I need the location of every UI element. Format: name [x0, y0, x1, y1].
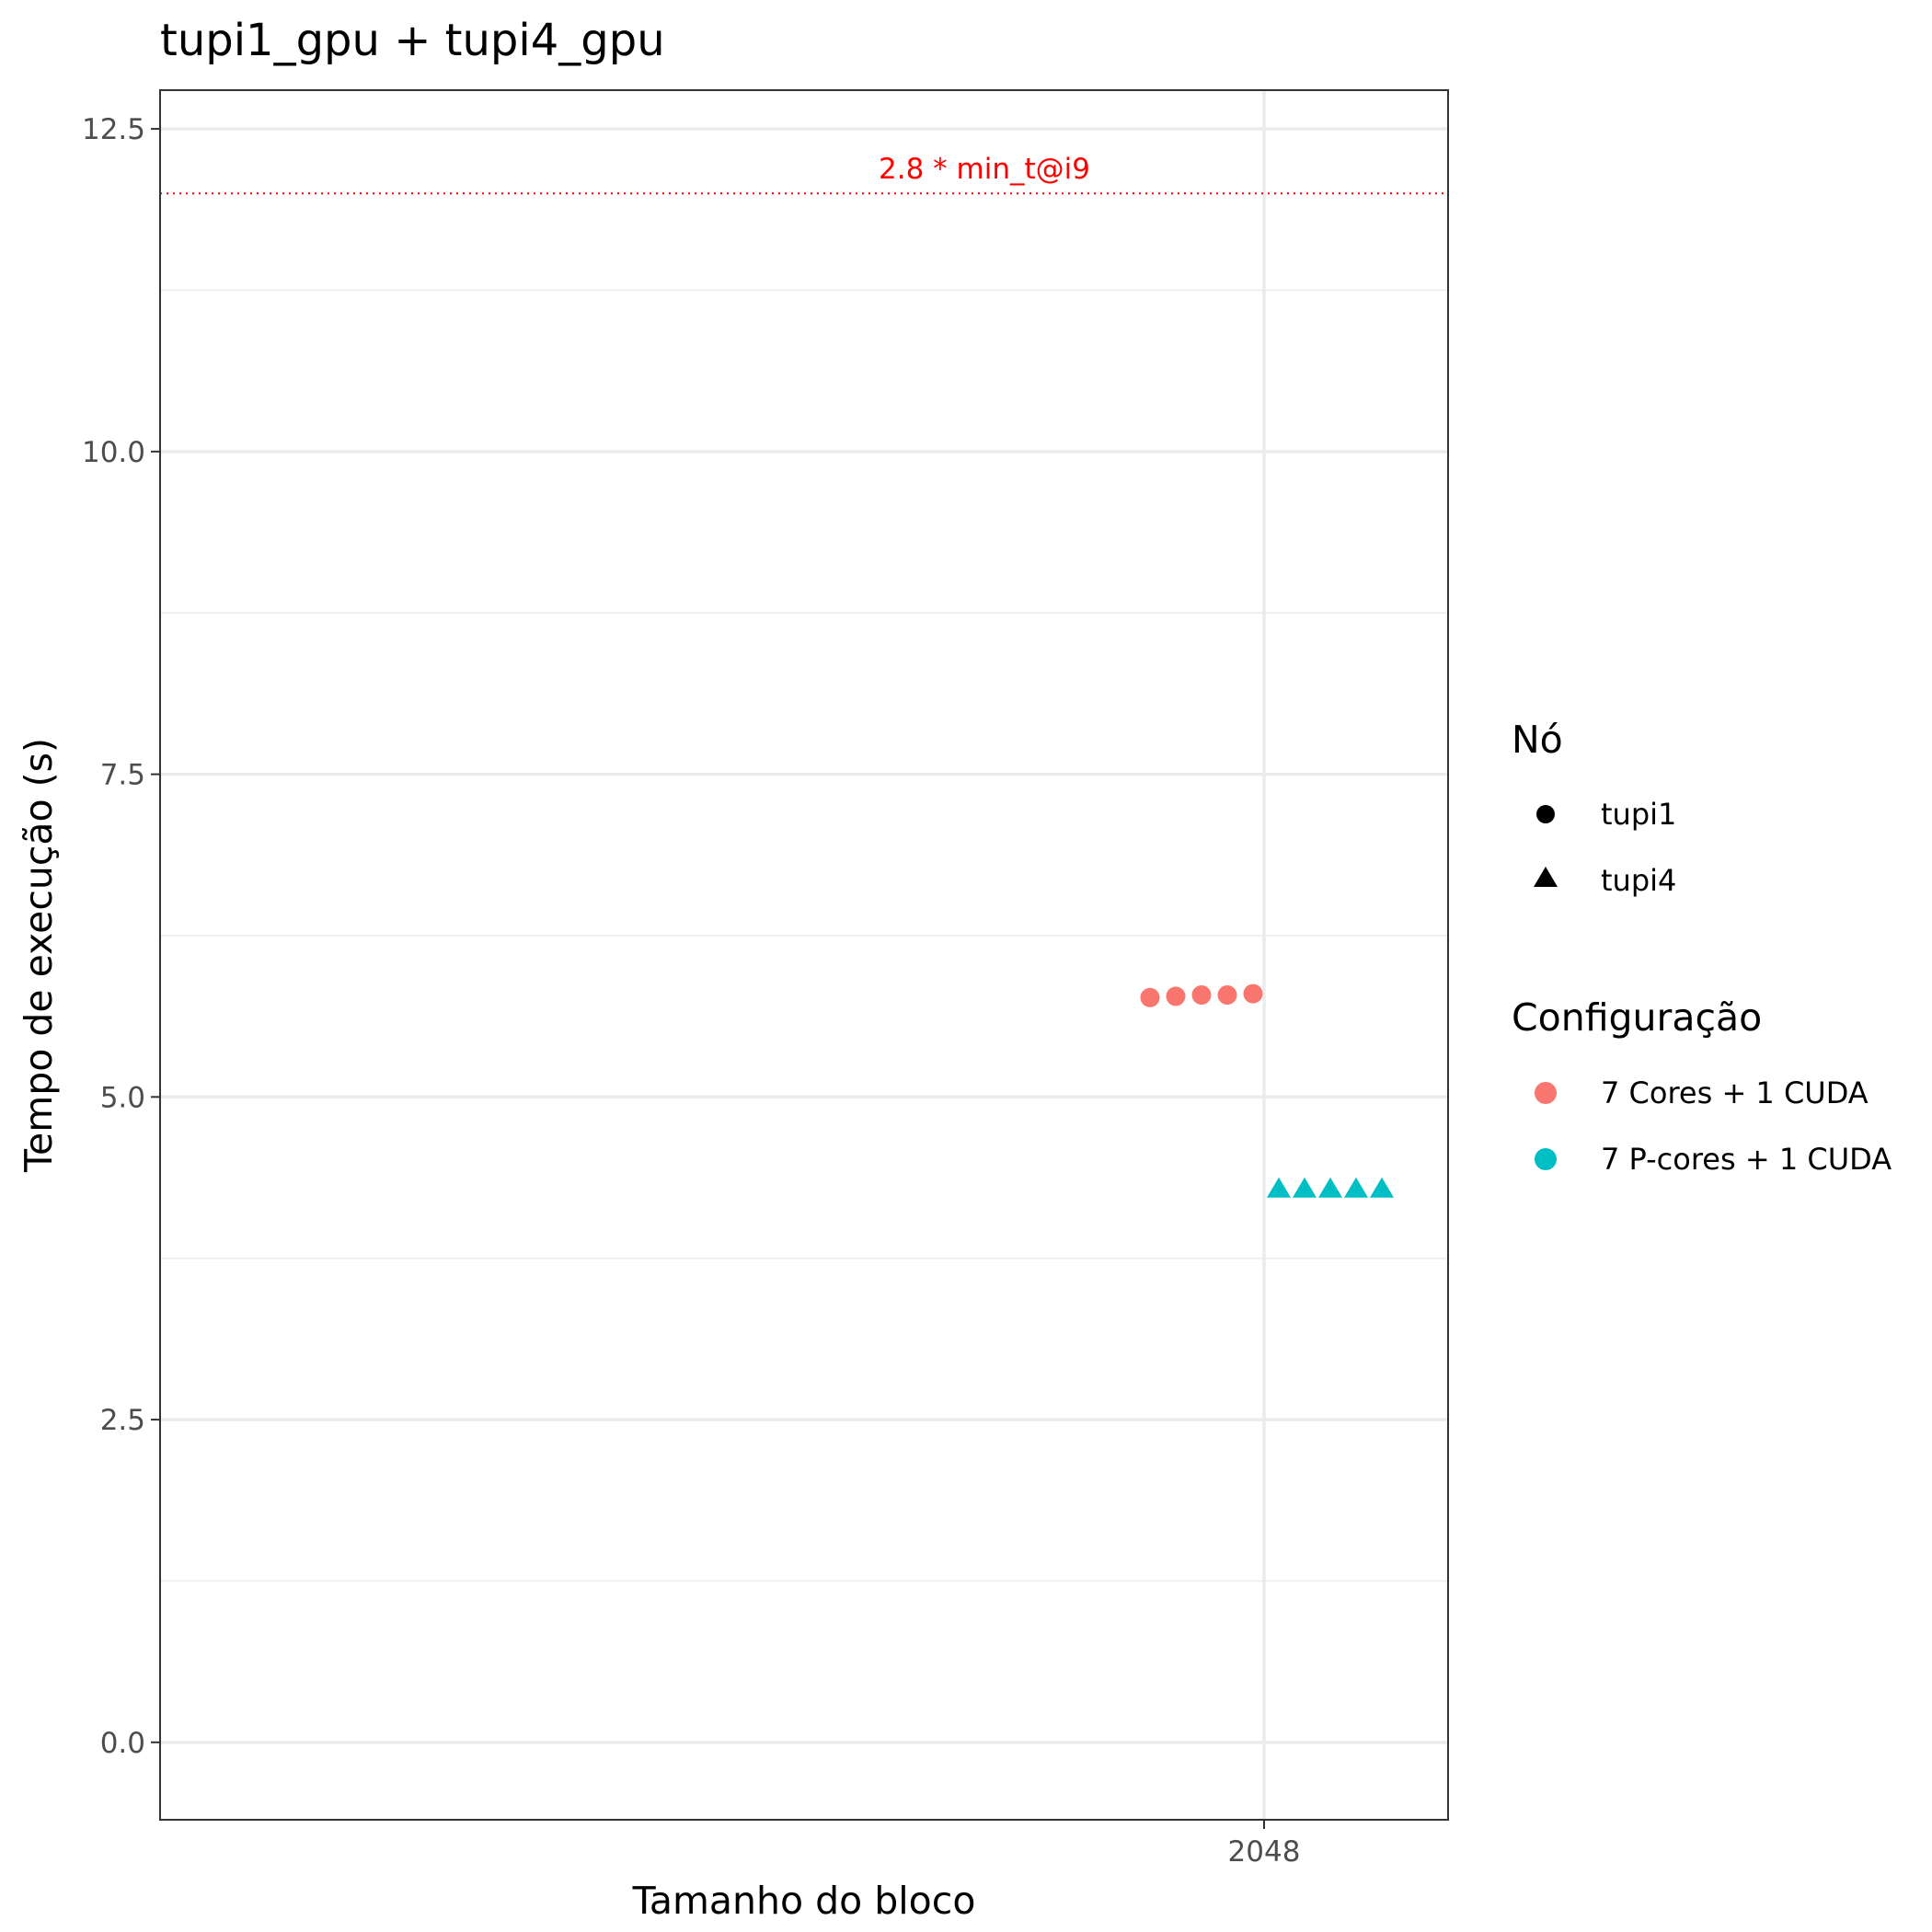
legend-item-tupi4: tupi4 — [1534, 863, 1676, 898]
y-tick-label: 10.0 — [82, 436, 145, 469]
data-point-tupi4 — [1344, 1177, 1368, 1198]
y-tick-label: 0.0 — [100, 1727, 145, 1760]
legend-label: tupi1 — [1601, 797, 1676, 832]
legend-circle-icon — [1536, 805, 1555, 823]
y-tick-label: 7.5 — [100, 759, 145, 792]
data-point-tupi4 — [1370, 1177, 1394, 1198]
reference-line-group: 2.8 * min_t@i9 — [160, 153, 1448, 195]
data-point-tupi1 — [1217, 984, 1237, 1005]
legend-color-swatch — [1535, 1148, 1557, 1170]
data-point-tupi4 — [1267, 1177, 1291, 1198]
data-points — [1140, 983, 1394, 1198]
legend-color-title: Configuração — [1512, 995, 1762, 1040]
data-point-tupi4 — [1318, 1177, 1342, 1198]
data-point-tupi1 — [1191, 984, 1212, 1005]
y-tick-label: 5.0 — [100, 1081, 145, 1114]
x-tick-label: 2048 — [1228, 1835, 1301, 1869]
legend: Nó tupi1 tupi4 Configuração 7 Cores + 1 … — [1512, 718, 1892, 1177]
plot-panel-border — [159, 89, 1449, 1821]
data-point-tupi1 — [1243, 983, 1263, 1004]
chart-title: tupi1_gpu + tupi4_gpu — [160, 15, 665, 66]
y-tick-label: 2.5 — [100, 1404, 145, 1437]
x-axis-title: Tamanho do bloco — [632, 1879, 976, 1923]
legend-triangle-icon — [1534, 867, 1558, 887]
legend-color-swatch — [1535, 1082, 1557, 1104]
legend-item-tupi1: tupi1 — [1536, 797, 1676, 832]
reference-line-label: 2.8 * min_t@i9 — [879, 153, 1090, 186]
x-axis: 2048 — [1228, 1820, 1301, 1869]
legend-item-7-p-cores: 7 P-cores + 1 CUDA — [1535, 1142, 1892, 1177]
legend-label: tupi4 — [1601, 863, 1676, 898]
data-point-tupi1 — [1166, 986, 1186, 1006]
legend-shape-title: Nó — [1512, 718, 1563, 762]
legend-item-7-cores: 7 Cores + 1 CUDA — [1535, 1075, 1869, 1110]
data-point-tupi4 — [1293, 1177, 1317, 1198]
legend-label: 7 Cores + 1 CUDA — [1601, 1075, 1869, 1110]
grid — [160, 90, 1448, 1820]
y-axis-title: Tempo de execução (s) — [17, 738, 61, 1173]
legend-label: 7 P-cores + 1 CUDA — [1601, 1142, 1892, 1177]
y-axis: 0.0 2.5 5.0 7.5 10.0 12.5 — [82, 113, 160, 1760]
data-point-tupi1 — [1140, 987, 1160, 1007]
y-tick-label: 12.5 — [82, 113, 145, 146]
